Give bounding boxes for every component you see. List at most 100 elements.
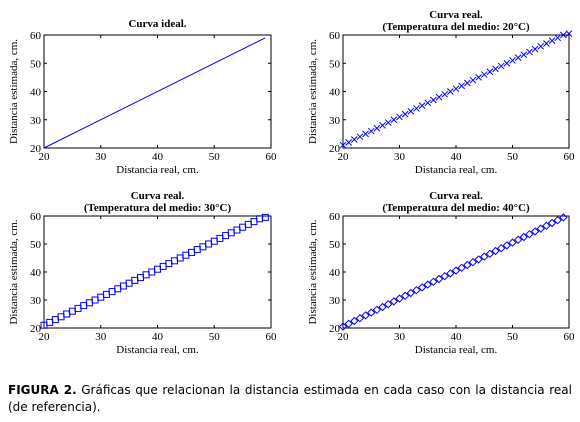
data-point-x bbox=[452, 85, 460, 93]
x-tick-label: 30 bbox=[95, 331, 107, 343]
chart-title: Curva ideal. bbox=[128, 18, 186, 30]
data-point-diamond bbox=[338, 322, 348, 331]
figure-panel: Curva ideal. 20 30 40 50 60 20 30 40 50 60 Distanci… bbox=[8, 9, 576, 356]
y-tick-label: 20 bbox=[30, 323, 42, 335]
data-point-x bbox=[401, 110, 409, 118]
data-point-diamond bbox=[429, 277, 438, 287]
data-point-diamond bbox=[457, 263, 466, 273]
data-point-x bbox=[565, 30, 573, 37]
data-point-diamond bbox=[547, 218, 557, 228]
data-point-diamond bbox=[361, 311, 370, 320]
x-axis-label: Distancia real, cm. bbox=[415, 164, 498, 176]
y-tick-label: 40 bbox=[329, 87, 341, 99]
chart-title: Curva real. bbox=[429, 190, 483, 202]
data-point-diamond bbox=[485, 249, 495, 259]
chart-subtitle: (Temperatura del medio: 30°C) bbox=[84, 202, 232, 214]
data-point-x bbox=[396, 113, 403, 121]
y-tick-label: 60 bbox=[329, 211, 341, 223]
y-axis-label: Distancia estimada, cm. bbox=[307, 219, 319, 324]
data-point-diamond bbox=[412, 285, 421, 295]
data-point-x bbox=[390, 116, 398, 124]
data-point-x bbox=[458, 82, 466, 90]
x-tick-label: 60 bbox=[564, 151, 576, 163]
y-axis-label: Distancia estimada, cm. bbox=[307, 39, 319, 144]
data-point-diamond bbox=[395, 294, 404, 303]
y-tick-label: 20 bbox=[30, 143, 42, 155]
data-point-diamond bbox=[389, 297, 399, 306]
data-point-diamond bbox=[350, 316, 359, 326]
data-point-diamond bbox=[491, 246, 500, 256]
plot-area bbox=[342, 34, 570, 149]
x-tick-label: 50 bbox=[507, 331, 519, 343]
data-point-x bbox=[384, 119, 392, 126]
chart-1: Curva ideal. 20 30 40 50 60 20 30 40 50 60 Distanci… bbox=[8, 18, 277, 176]
chart-3: Curva real.(Temperatura del medio: 30°C)… bbox=[8, 190, 277, 356]
data-point-x bbox=[514, 54, 522, 61]
y-axis-label: Distancia estimada, cm. bbox=[8, 39, 20, 144]
caption-text: Gráficas que relacionan la distancia est… bbox=[8, 383, 572, 414]
x-tick-label: 50 bbox=[209, 151, 221, 163]
data-point-diamond bbox=[480, 252, 489, 261]
data-point-x bbox=[548, 37, 556, 45]
data-point-diamond bbox=[463, 260, 472, 270]
data-point-x bbox=[520, 51, 528, 59]
series-line bbox=[43, 37, 266, 149]
x-tick-label: 20 bbox=[39, 151, 51, 163]
x-tick-label: 20 bbox=[39, 331, 51, 343]
x-tick-label: 60 bbox=[564, 331, 576, 343]
data-point-diamond bbox=[434, 274, 444, 284]
data-point-diamond bbox=[378, 302, 387, 312]
data-point-diamond bbox=[519, 232, 529, 242]
data-point-diamond bbox=[536, 224, 545, 233]
data-point-x bbox=[526, 48, 533, 56]
data-point-x bbox=[463, 79, 471, 87]
data-point-x bbox=[531, 45, 539, 53]
data-point-diamond bbox=[553, 215, 562, 225]
data-point-x bbox=[339, 141, 347, 149]
data-point-diamond bbox=[367, 308, 376, 317]
y-tick-label: 50 bbox=[329, 239, 341, 251]
x-tick-label: 40 bbox=[451, 151, 463, 163]
data-point-x bbox=[367, 127, 375, 135]
data-point-x bbox=[475, 74, 482, 81]
data-point-diamond bbox=[530, 227, 540, 236]
data-point-diamond bbox=[417, 283, 427, 292]
data-point-diamond bbox=[372, 305, 382, 315]
x-tick-label: 30 bbox=[394, 331, 406, 343]
x-tick-label: 50 bbox=[209, 331, 221, 343]
data-point-x bbox=[554, 34, 562, 42]
x-tick-label: 40 bbox=[451, 331, 463, 343]
x-tick-label: 30 bbox=[95, 151, 107, 163]
chart-subtitle: (Temperatura del medio: 20°C) bbox=[382, 21, 530, 33]
data-point-x bbox=[446, 88, 454, 95]
data-point-diamond bbox=[423, 280, 432, 289]
data-point-x bbox=[424, 99, 432, 107]
data-point-x bbox=[509, 57, 516, 64]
x-tick-label: 20 bbox=[338, 331, 350, 343]
y-tick-label: 60 bbox=[30, 30, 42, 42]
data-point-diamond bbox=[508, 238, 517, 247]
data-point-x bbox=[435, 93, 443, 101]
data-point-diamond bbox=[355, 313, 365, 323]
data-series bbox=[43, 37, 266, 149]
data-point-x bbox=[486, 68, 494, 76]
data-point-x bbox=[362, 130, 369, 138]
data-point-x bbox=[469, 76, 477, 84]
data-point-diamond bbox=[440, 271, 449, 281]
y-tick-label: 30 bbox=[30, 115, 42, 127]
data-point-x bbox=[413, 105, 420, 112]
data-point-x bbox=[407, 107, 415, 115]
data-series bbox=[40, 213, 269, 329]
x-axis-label: Distancia real, cm. bbox=[415, 344, 498, 356]
data-point-diamond bbox=[474, 255, 483, 264]
data-point-x bbox=[559, 31, 567, 39]
chart-title: Curva real. bbox=[131, 190, 185, 202]
data-series bbox=[338, 213, 568, 331]
data-point-x bbox=[373, 124, 381, 132]
data-point-diamond bbox=[400, 291, 410, 301]
data-point-x bbox=[537, 42, 545, 50]
data-point-diamond bbox=[406, 288, 416, 298]
x-axis-label: Distancia real, cm. bbox=[116, 344, 199, 356]
data-point-x bbox=[503, 59, 511, 67]
y-tick-label: 50 bbox=[30, 58, 42, 70]
